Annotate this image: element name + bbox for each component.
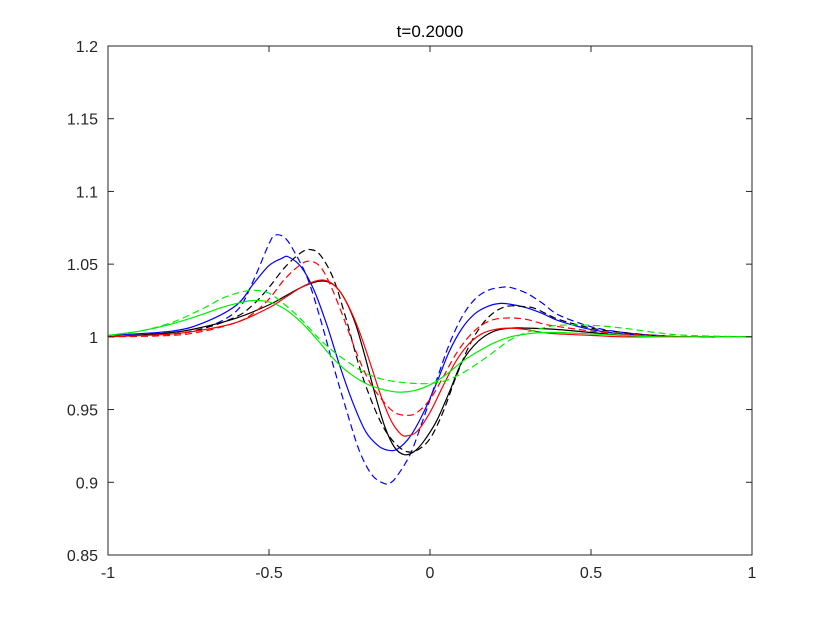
x-tick-label: -0.5	[255, 565, 283, 582]
series-line-8	[107, 299, 752, 393]
y-tick-label: 1.2	[76, 39, 98, 56]
plot-area	[108, 46, 752, 555]
x-tick-label: 0	[426, 565, 435, 582]
y-tick-label: 0.9	[76, 475, 98, 492]
series-line-2	[107, 255, 753, 452]
series-line-4	[107, 280, 752, 456]
series-line-6	[107, 279, 752, 437]
x-tick-label: 0.5	[580, 565, 602, 582]
series-line-5	[107, 260, 753, 416]
chart-title: t=0.2000	[397, 22, 464, 41]
x-tick-label: -1	[101, 565, 115, 582]
y-tick-label: 0.85	[67, 548, 98, 565]
y-tick-label: 1.1	[76, 184, 98, 201]
y-tick-label: 1	[89, 330, 98, 347]
series-layer	[107, 234, 753, 485]
x-tick-label: 1	[748, 565, 757, 582]
y-tick-label: 0.95	[67, 403, 98, 420]
y-tick-label: 1.15	[67, 112, 98, 129]
series-line-3	[107, 248, 753, 453]
tick-layer: -1 -0.5 0 0.5 1 0.85 0.9 0.95 1 1.05 1.1 1.15 1.2	[67, 39, 757, 582]
series-line-7	[107, 289, 753, 385]
y-tick-label: 1.05	[67, 257, 98, 274]
